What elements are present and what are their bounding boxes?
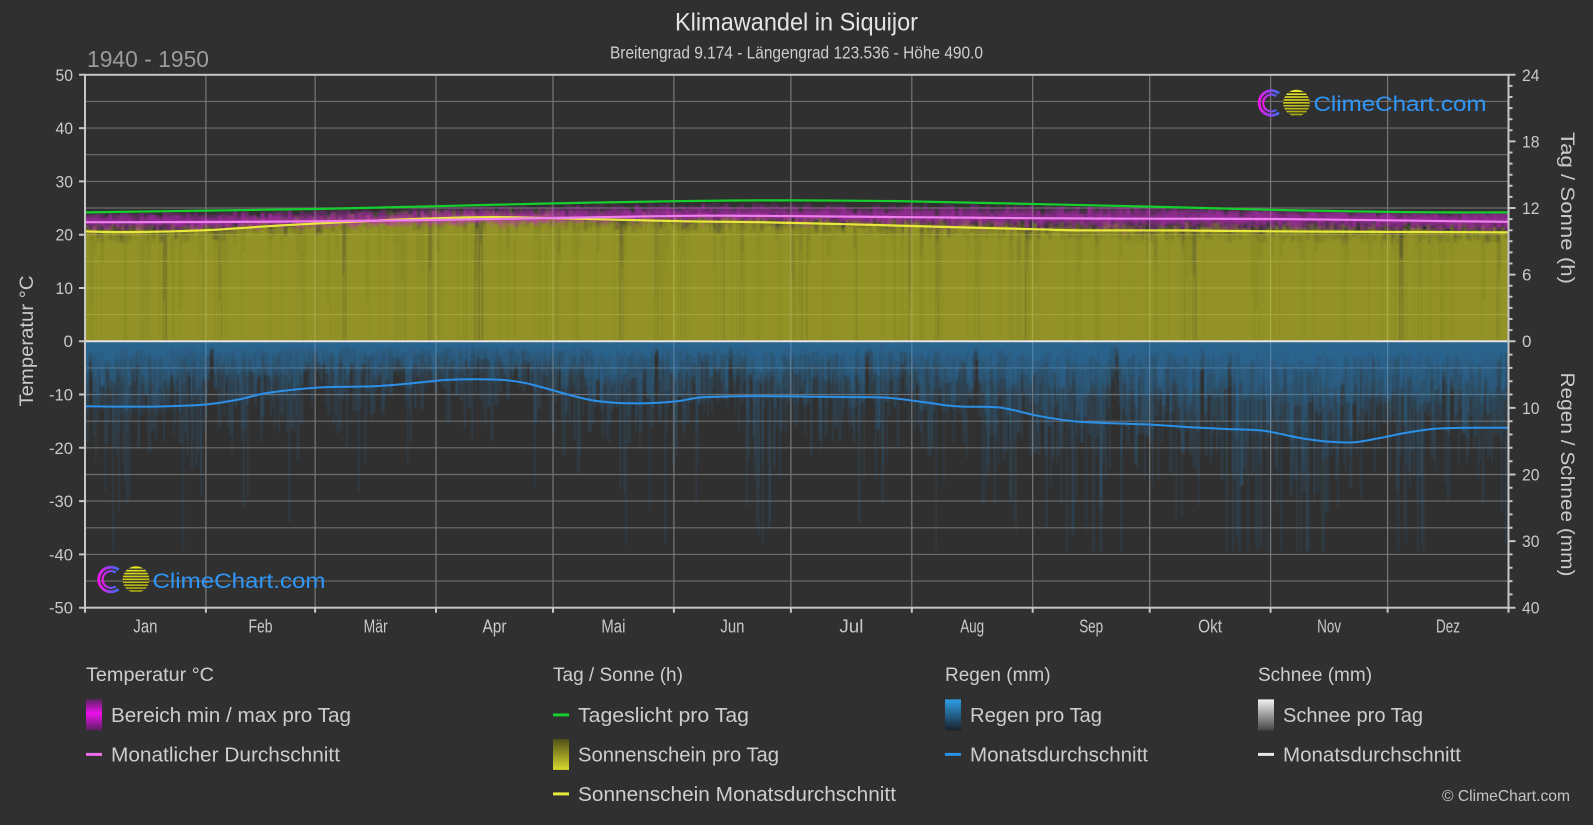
svg-text:Monatsdurchschnitt: Monatsdurchschnitt bbox=[1283, 744, 1461, 766]
svg-text:12: 12 bbox=[1522, 199, 1540, 218]
svg-text:Temperatur °C: Temperatur °C bbox=[17, 276, 38, 407]
svg-text:Klimawandel in Siquijor: Klimawandel in Siquijor bbox=[675, 9, 918, 37]
svg-text:20: 20 bbox=[56, 226, 74, 245]
svg-text:Mai: Mai bbox=[601, 617, 625, 637]
svg-text:-50: -50 bbox=[49, 599, 73, 618]
svg-text:Tageslicht pro Tag: Tageslicht pro Tag bbox=[578, 705, 749, 727]
svg-text:Okt: Okt bbox=[1198, 617, 1222, 637]
svg-text:-40: -40 bbox=[49, 545, 73, 564]
svg-text:6: 6 bbox=[1522, 266, 1531, 285]
svg-text:Bereich min / max pro Tag: Bereich min / max pro Tag bbox=[111, 705, 351, 727]
svg-text:ClimeChart.com: ClimeChart.com bbox=[1314, 93, 1487, 116]
svg-text:Jul: Jul bbox=[839, 617, 863, 637]
svg-text:Schnee pro Tag: Schnee pro Tag bbox=[1283, 705, 1423, 727]
svg-text:ClimeChart.com: ClimeChart.com bbox=[153, 570, 326, 593]
svg-text:18: 18 bbox=[1522, 132, 1540, 151]
svg-text:10: 10 bbox=[1522, 399, 1540, 418]
svg-text:Tag / Sonne (h): Tag / Sonne (h) bbox=[1556, 132, 1577, 284]
svg-text:1940 - 1950: 1940 - 1950 bbox=[87, 46, 209, 72]
svg-text:10: 10 bbox=[56, 279, 74, 298]
svg-text:Dez: Dez bbox=[1436, 617, 1460, 637]
svg-text:Regen (mm): Regen (mm) bbox=[945, 665, 1051, 686]
svg-text:0: 0 bbox=[64, 332, 73, 351]
svg-text:Mär: Mär bbox=[364, 617, 388, 637]
svg-text:Regen pro Tag: Regen pro Tag bbox=[970, 705, 1102, 727]
svg-text:40: 40 bbox=[56, 119, 74, 138]
svg-text:Temperatur °C: Temperatur °C bbox=[86, 665, 214, 686]
svg-text:Sonnenschein pro Tag: Sonnenschein pro Tag bbox=[578, 744, 779, 766]
svg-text:Regen / Schnee (mm): Regen / Schnee (mm) bbox=[1556, 373, 1577, 577]
svg-text:Schnee (mm): Schnee (mm) bbox=[1258, 665, 1372, 686]
svg-text:Sep: Sep bbox=[1079, 617, 1103, 637]
svg-text:Apr: Apr bbox=[483, 617, 507, 637]
svg-text:24: 24 bbox=[1522, 66, 1540, 85]
svg-text:Aug: Aug bbox=[960, 617, 984, 637]
svg-text:20: 20 bbox=[1522, 466, 1540, 485]
svg-text:Nov: Nov bbox=[1317, 617, 1341, 637]
svg-text:-20: -20 bbox=[49, 439, 73, 458]
svg-text:Jan: Jan bbox=[133, 617, 157, 637]
svg-text:Monatsdurchschnitt: Monatsdurchschnitt bbox=[970, 744, 1148, 766]
svg-text:-30: -30 bbox=[49, 492, 73, 511]
svg-text:Feb: Feb bbox=[249, 617, 273, 637]
svg-text:-10: -10 bbox=[49, 386, 73, 405]
svg-text:30: 30 bbox=[1522, 532, 1540, 551]
svg-text:50: 50 bbox=[56, 66, 74, 85]
svg-text:0: 0 bbox=[1522, 332, 1531, 351]
svg-text:30: 30 bbox=[56, 172, 74, 191]
svg-text:40: 40 bbox=[1522, 599, 1540, 618]
svg-text:Jun: Jun bbox=[720, 617, 744, 637]
svg-text:Monatlicher Durchschnitt: Monatlicher Durchschnitt bbox=[111, 744, 340, 766]
svg-text:© ClimeChart.com: © ClimeChart.com bbox=[1442, 788, 1570, 805]
svg-text:Sonnenschein Monatsdurchschnit: Sonnenschein Monatsdurchschnitt bbox=[578, 784, 896, 806]
svg-text:Tag / Sonne (h): Tag / Sonne (h) bbox=[553, 665, 683, 686]
svg-text:Breitengrad 9.174 - Längengrad: Breitengrad 9.174 - Längengrad 123.536 -… bbox=[610, 43, 983, 63]
